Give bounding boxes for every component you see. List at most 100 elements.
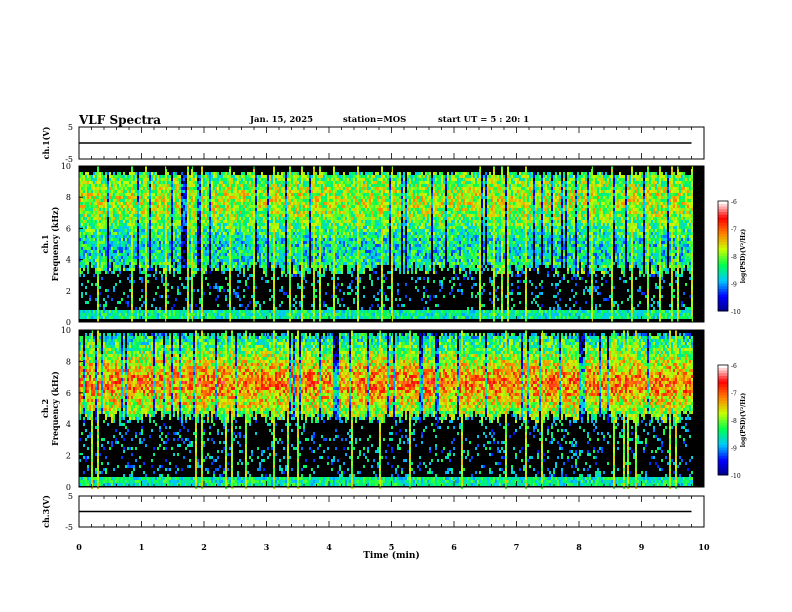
spectrogram-cell — [253, 310, 255, 313]
spectrogram-cell — [239, 214, 241, 217]
spectrogram-cell — [191, 241, 193, 244]
spectrogram-cell — [99, 205, 101, 208]
spectrogram-cell — [179, 226, 181, 229]
spectrogram-cell — [167, 199, 169, 202]
spectrogram-cell — [251, 199, 253, 202]
spectrogram-cell — [141, 214, 143, 217]
spectrogram-cell — [187, 187, 189, 190]
spectrogram-cell — [115, 193, 117, 196]
spectrogram-cell — [235, 256, 237, 259]
spectrogram-cell — [91, 175, 93, 178]
spectrogram-cell — [273, 232, 275, 235]
spectrogram-cell — [147, 250, 149, 253]
spectrogram-cell — [277, 232, 279, 235]
spectrogram-cell — [217, 190, 219, 193]
spectrogram-cell — [295, 223, 297, 226]
spectrogram-cell — [107, 310, 109, 313]
spectrogram-cell — [153, 238, 155, 241]
spectrogram-cell — [301, 301, 303, 304]
spectrogram-cell — [333, 238, 335, 241]
spectrogram-cell — [239, 220, 241, 223]
spectrogram-cell — [181, 217, 183, 220]
spectrogram-cell — [327, 253, 329, 256]
spectrogram-cell — [173, 211, 175, 214]
spectrogram-cell — [307, 202, 309, 205]
spectrogram-cell — [313, 286, 315, 289]
spectrogram-cell — [207, 223, 209, 226]
spectrogram-cell — [155, 181, 157, 184]
spectrogram-cell — [125, 250, 127, 253]
spectrogram-cell — [181, 199, 183, 202]
spectrogram-cell — [233, 214, 235, 217]
spectrogram-cell — [203, 268, 205, 271]
spectrogram-cell — [111, 313, 113, 316]
spectrogram-cell — [117, 313, 119, 316]
spectrogram-cell — [189, 247, 191, 250]
spectrogram-cell — [233, 223, 235, 226]
spectrogram-cell — [101, 190, 103, 193]
spectrogram-cell — [191, 208, 193, 211]
spectrogram-cell — [131, 262, 133, 265]
spectrogram-cell — [201, 199, 203, 202]
spectrogram-cell — [211, 229, 213, 232]
spectrogram-cell — [149, 268, 151, 271]
spectrogram-cell — [99, 286, 101, 289]
spectrogram-cell — [241, 175, 243, 178]
spectrogram-cell — [233, 178, 235, 181]
spectrogram-cell — [291, 190, 293, 193]
spectrogram-cell — [113, 313, 115, 316]
spectrogram-cell — [221, 286, 223, 289]
spectrogram-cell — [267, 175, 269, 178]
spectrogram-cell — [237, 229, 239, 232]
spectrogram-cell — [181, 256, 183, 259]
spectrogram-cell — [337, 256, 339, 259]
spectrogram-cell — [337, 253, 339, 256]
spectrogram-cell — [177, 214, 179, 217]
spectrogram-cell — [191, 301, 193, 304]
spectrogram-cell — [199, 247, 201, 250]
spectrogram-cell — [305, 244, 307, 247]
spectrogram-cell — [109, 172, 111, 175]
spectrogram-cell — [205, 196, 207, 199]
spectrogram-cell — [117, 181, 119, 184]
spectrogram-cell — [161, 223, 163, 226]
spectrogram-cell — [193, 190, 195, 193]
spectrogram-cell — [263, 178, 265, 181]
spectrogram-cell — [227, 262, 229, 265]
spectrogram-cell — [167, 265, 169, 268]
spectrogram-cell — [259, 223, 261, 226]
spectrogram-cell — [189, 307, 191, 310]
spectrogram-cell — [167, 181, 169, 184]
spectrogram-cell — [225, 247, 227, 250]
spectrogram-cell — [105, 304, 107, 307]
spectrogram-cell — [331, 205, 333, 208]
spectrogram-cell — [205, 181, 207, 184]
spectrogram-cell — [253, 238, 255, 241]
spectrogram-cell — [207, 316, 209, 319]
spectrogram-cell — [133, 217, 135, 220]
spectrogram-cell — [213, 214, 215, 217]
spectrogram-cell — [119, 253, 121, 256]
spectrogram-cell — [213, 244, 215, 247]
spectrogram-cell — [169, 193, 171, 196]
spectrogram-cell — [115, 196, 117, 199]
spectrogram-cell — [213, 223, 215, 226]
spectrogram-cell — [301, 310, 303, 313]
spectrogram-cell — [249, 214, 251, 217]
spectrogram-cell — [249, 208, 251, 211]
spectrogram-cell — [217, 232, 219, 235]
spectrogram-cell — [245, 247, 247, 250]
spectrogram-cell — [153, 178, 155, 181]
spectrogram-cell — [299, 196, 301, 199]
spectrogram-cell — [225, 253, 227, 256]
spectrogram-cell — [239, 280, 241, 283]
spectrogram-cell — [97, 232, 99, 235]
spectrogram-cell — [215, 286, 217, 289]
spectrogram-cell — [245, 202, 247, 205]
spectrogram-cell — [251, 214, 253, 217]
spectrogram-cell — [163, 241, 165, 244]
spectrogram-cell — [141, 253, 143, 256]
spectrogram-cell — [115, 181, 117, 184]
spectrogram-cell — [271, 259, 273, 262]
spectrogram-cell — [311, 178, 313, 181]
